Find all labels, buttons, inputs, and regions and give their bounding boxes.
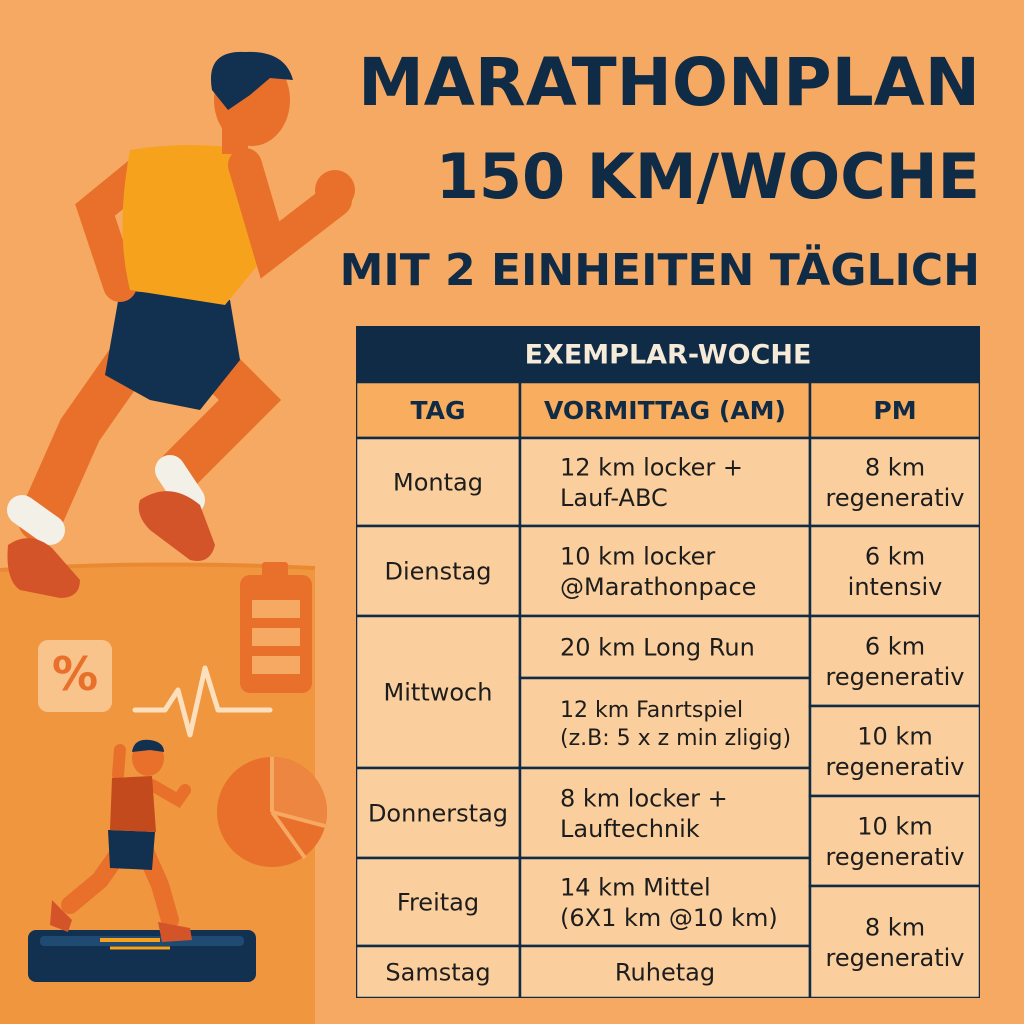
am-cell xyxy=(518,436,812,528)
day-label: Dienstag xyxy=(385,558,492,586)
am-session: (z.B: 5 x z min zligig) xyxy=(560,726,791,751)
pm-session: 6 km xyxy=(865,542,925,570)
am-cell xyxy=(518,766,812,860)
heartbeat-icon xyxy=(132,665,273,738)
am-cell xyxy=(518,676,812,770)
day-label: Samstag xyxy=(385,959,490,987)
training-plan-table: EXEMPLAR-WOCHE TAG VORMITTAG (AM) PM Montag D… xyxy=(356,326,980,998)
am-session: (6X1 km @10 km) xyxy=(560,904,778,932)
am-session: @Marathonpace xyxy=(560,573,756,601)
page-subtitle: 150 KM/WOCHE xyxy=(435,140,980,213)
am-session: 12 km Fanrtspiel xyxy=(560,698,743,723)
percent-icon: % xyxy=(38,640,112,712)
pm-session: regenerativ xyxy=(826,843,965,871)
pm-session: regenerativ xyxy=(826,944,965,972)
am-session: 20 km Long Run xyxy=(560,634,755,662)
am-cell xyxy=(518,524,812,618)
am-session: Lauf-ABC xyxy=(560,484,668,512)
header-pm: PM xyxy=(873,396,916,425)
pm-cell xyxy=(808,614,980,708)
page-tagline: MIT 2 EINHEITEN TÄGLICH xyxy=(339,245,980,296)
am-session: Lauftechnik xyxy=(560,815,700,843)
table-caption: EXEMPLAR-WOCHE xyxy=(525,340,812,371)
pm-session: 8 km xyxy=(865,913,925,941)
runner-illustration xyxy=(7,51,355,598)
pie-chart-icon xyxy=(217,757,327,867)
header-day: TAG xyxy=(411,396,466,425)
day-label: Donnerstag xyxy=(368,800,508,828)
am-session: 8 km locker + xyxy=(560,784,728,812)
pm-session: 6 km xyxy=(865,632,925,660)
pm-cell xyxy=(808,704,980,798)
day-cell xyxy=(356,524,522,618)
am-session: 12 km locker + xyxy=(560,453,743,481)
pm-session: regenerativ xyxy=(826,753,965,781)
header-cell-am xyxy=(518,380,812,440)
day-label: Mittwoch xyxy=(384,679,493,707)
am-session: 14 km Mittel xyxy=(560,873,711,901)
pm-cell xyxy=(808,884,980,998)
day-cell xyxy=(356,766,522,860)
pm-session: 10 km xyxy=(857,812,932,840)
pm-session: 10 km xyxy=(857,722,932,750)
am-session: Ruhetag xyxy=(615,959,715,987)
pm-cell xyxy=(808,524,980,618)
percent-glyph: % xyxy=(52,647,98,701)
page-title: MARATHONPLAN xyxy=(358,44,980,121)
pm-cell xyxy=(808,794,980,888)
pm-session: intensiv xyxy=(848,573,943,601)
pm-session: 8 km xyxy=(865,453,925,481)
day-cell xyxy=(356,944,522,998)
small-runner-illustration xyxy=(50,739,192,942)
am-session: 10 km locker xyxy=(560,542,715,570)
battery-icon xyxy=(240,562,312,693)
day-cell xyxy=(356,436,522,528)
am-cell xyxy=(518,856,812,948)
treadmill-icon xyxy=(28,930,256,982)
day-label: Freitag xyxy=(397,889,479,917)
pm-cell xyxy=(808,436,980,528)
day-label: Montag xyxy=(393,469,483,497)
header-am: VORMITTAG (AM) xyxy=(544,396,786,425)
header-cell-pm xyxy=(808,380,980,440)
pm-session: regenerativ xyxy=(826,663,965,691)
pm-session: regenerativ xyxy=(826,484,965,512)
